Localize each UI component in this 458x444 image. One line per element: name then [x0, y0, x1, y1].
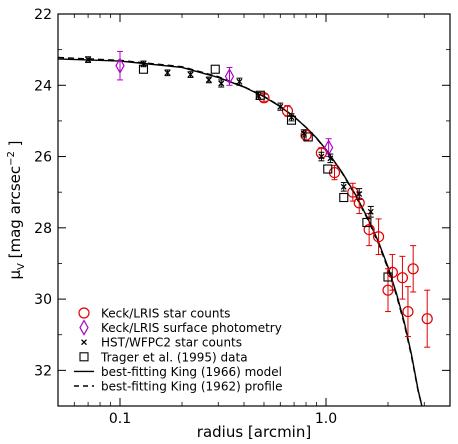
keck-star-counts-point [372, 231, 385, 243]
x-axis-label: radius [arcmin] [197, 423, 311, 441]
y-axis-label-sub: V [16, 263, 27, 270]
legend-marker-circle [78, 307, 90, 319]
x-tick-label: 1.0 [315, 411, 337, 427]
y-tick-label: 32 [34, 363, 52, 379]
trager-data-point [339, 192, 349, 203]
y-tick-label: 26 [34, 150, 52, 166]
trager-data-point [383, 272, 393, 282]
hst-star-counts-point [340, 183, 347, 190]
hst-star-counts-point [236, 78, 243, 85]
y-axis-label-exp: −2 [6, 151, 17, 166]
keck-surface-photometry-point [115, 57, 125, 74]
y-tick-label: 24 [34, 78, 52, 94]
legend-label: Keck/LRIS star counts [101, 307, 230, 321]
trager-data-point [362, 217, 372, 228]
keck-star-counts-point [402, 305, 414, 318]
legend-label: HST/WFPC2 star counts [101, 336, 242, 350]
keck-star-counts-point [396, 272, 409, 284]
trager-data-point [138, 64, 149, 74]
y-axis-label-close: ] [6, 140, 24, 151]
hst-star-counts-point [85, 56, 92, 63]
y-axis-label-mu: μ [6, 270, 24, 280]
trager-data-point [303, 132, 313, 142]
plot-frame [57, 13, 451, 407]
hst-star-counts-point [277, 103, 284, 110]
y-axis-label: μV [mag arcsec−2 ] [6, 140, 27, 279]
legend-label: best-fitting King (1966) model [101, 365, 282, 379]
hst-star-counts-point [367, 208, 374, 215]
hst-star-counts-point [327, 155, 334, 162]
hst-star-counts-point [318, 153, 325, 160]
legend-marker-diamond [79, 319, 89, 336]
hst-star-counts-point [187, 71, 194, 78]
trager-data-point [323, 164, 333, 174]
hst-star-counts-point [164, 69, 171, 76]
trager-data-point [210, 64, 220, 74]
hst-star-counts-point [356, 191, 363, 197]
legend-label: Keck/LRIS surface photometry [101, 321, 282, 335]
y-tick-label: 30 [34, 292, 52, 308]
y-axis-label-unit: [mag arcsec [6, 166, 24, 263]
legend-marker-square [79, 352, 89, 362]
trager-data-point [255, 90, 265, 100]
legend-label: best-fitting King (1962) profile [101, 380, 283, 394]
hst-star-counts-point [218, 80, 225, 87]
keck-star-counts-point [363, 224, 375, 236]
keck-surface-photometry-point [323, 139, 334, 156]
legend-label: Trager et al. (1995) data [100, 350, 248, 364]
data-points [85, 50, 433, 348]
keck-surface-photometry-point [224, 68, 235, 85]
axis-ticks: 22 24 26 28 30 32 0.1 1.0 [34, 7, 451, 427]
legend-marker-x [81, 339, 87, 346]
y-tick-label: 28 [34, 221, 52, 237]
trager-data-point [286, 115, 297, 125]
keck-star-counts-point [407, 263, 419, 275]
x-tick-label: 0.1 [109, 411, 131, 427]
y-tick-label: 22 [34, 7, 52, 23]
keck-star-counts-point [421, 313, 433, 325]
hst-star-counts-point [205, 76, 212, 83]
